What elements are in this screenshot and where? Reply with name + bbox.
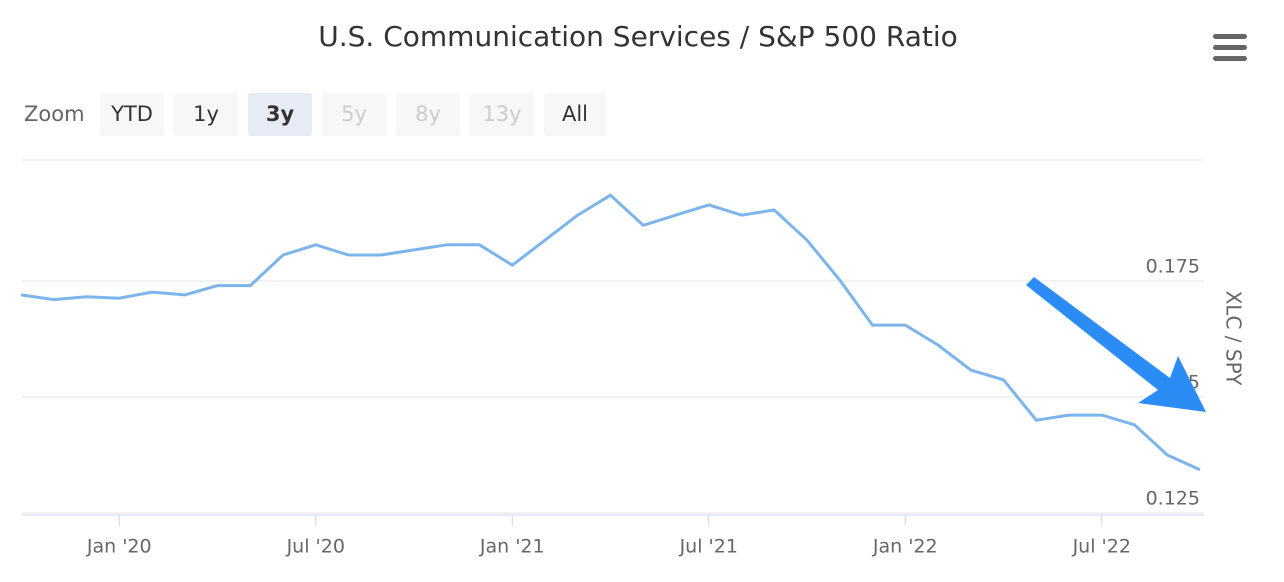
x-tick-label: Jul '22 xyxy=(1072,536,1131,558)
x-tick-label: Jan '22 xyxy=(872,536,938,558)
zoom-button-label: YTD xyxy=(110,102,153,126)
zoom-button[interactable]: All xyxy=(544,93,606,136)
zoom-button: 13y xyxy=(470,93,534,136)
menu-bar xyxy=(1213,34,1247,39)
zoom-button-bg xyxy=(248,93,312,136)
zoom-button-bg xyxy=(174,93,238,136)
zoom-button-label: 8y xyxy=(415,102,441,126)
y-axis-title: XLC / SPY xyxy=(1222,291,1246,387)
range-selector: Zoom YTD 1y 3y 5y 8y 13y All xyxy=(24,93,606,136)
x-tick-label: Jan '20 xyxy=(86,536,152,558)
zoom-button-bg xyxy=(100,93,164,136)
y-tick-label: 0.175 xyxy=(1146,256,1200,278)
zoom-button-label: 5y xyxy=(341,102,367,126)
zoom-button-label: 3y xyxy=(266,102,295,126)
zoom-button-label: All xyxy=(562,102,588,126)
zoom-button-bg xyxy=(470,93,534,136)
zoom-label: Zoom xyxy=(24,102,85,126)
zoom-button-bg xyxy=(396,93,460,136)
x-tick-label: Jul '20 xyxy=(286,536,345,558)
menu-bar xyxy=(1213,45,1247,50)
zoom-button[interactable]: 3y xyxy=(248,93,312,136)
data-line xyxy=(20,193,1201,472)
zoom-button-bg xyxy=(544,93,606,136)
menu-bar xyxy=(1213,56,1247,61)
zoom-button: 8y xyxy=(396,93,460,136)
x-tick-label: Jul '21 xyxy=(679,536,738,558)
chart-title: U.S. Communication Services / S&P 500 Ra… xyxy=(318,20,958,53)
menu-icon[interactable] xyxy=(1213,34,1247,61)
y-tick-label: 0.125 xyxy=(1146,488,1200,510)
zoom-button: 5y xyxy=(322,93,386,136)
zoom-button-label: 13y xyxy=(482,102,521,126)
zoom-button[interactable]: YTD xyxy=(100,93,164,136)
annotation-arrow xyxy=(1026,277,1206,412)
zoom-button-label: 1y xyxy=(193,102,219,126)
x-tick-label: Jan '21 xyxy=(479,536,545,558)
zoom-button[interactable]: 1y xyxy=(174,93,238,136)
zoom-button-bg xyxy=(322,93,386,136)
